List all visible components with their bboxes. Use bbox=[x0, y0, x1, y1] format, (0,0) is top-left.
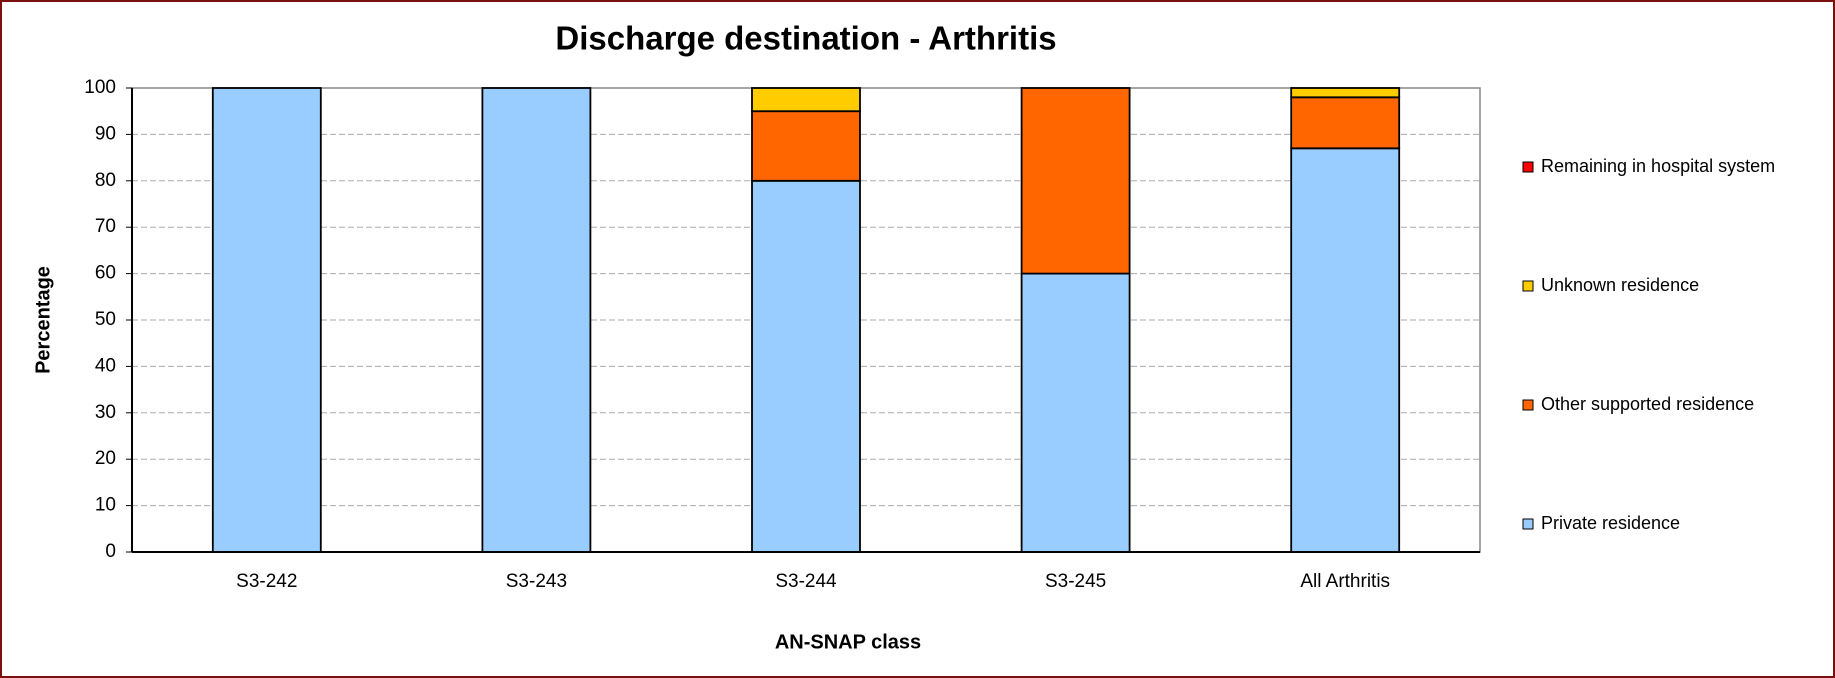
bar-segment bbox=[1020, 87, 1131, 275]
y-axis-title: Percentage bbox=[32, 266, 54, 374]
x-tick-label: S3-243 bbox=[506, 571, 567, 592]
chart-title: Discharge destination - Arthritis bbox=[555, 20, 1056, 57]
legend-label: Other supported residence bbox=[1541, 394, 1754, 414]
y-tick-label: 100 bbox=[84, 77, 116, 98]
y-tick-label: 0 bbox=[105, 541, 116, 562]
bar-segment bbox=[1290, 147, 1401, 553]
y-tick-label: 60 bbox=[95, 263, 116, 284]
x-axis-title: AN-SNAP class bbox=[775, 631, 921, 653]
legend-swatch bbox=[1522, 399, 1534, 411]
x-tick-label: S3-242 bbox=[236, 571, 297, 592]
bar-segment bbox=[1020, 272, 1131, 553]
y-tick-label: 90 bbox=[95, 123, 116, 144]
bar-segment bbox=[1290, 96, 1401, 150]
legend-swatch bbox=[1522, 518, 1534, 530]
bar-segment bbox=[481, 87, 592, 553]
y-tick-label: 10 bbox=[95, 495, 116, 516]
legend-swatch bbox=[1522, 280, 1534, 292]
y-tick-label: 40 bbox=[95, 355, 116, 376]
x-tick-label: S3-244 bbox=[775, 571, 837, 592]
bar-segment bbox=[751, 87, 861, 113]
x-tick-label: All Arthritis bbox=[1300, 571, 1390, 592]
y-tick-label: 70 bbox=[95, 216, 116, 237]
legend-label: Unknown residence bbox=[1541, 275, 1699, 295]
legend-label: Private residence bbox=[1541, 513, 1680, 533]
bar-segment bbox=[1290, 87, 1401, 99]
legend-swatch bbox=[1522, 161, 1534, 173]
legend-label: Remaining in hospital system bbox=[1541, 156, 1775, 176]
bar-segment bbox=[751, 110, 861, 182]
x-tick-label: S3-245 bbox=[1045, 571, 1106, 592]
bar-segment bbox=[751, 179, 861, 553]
y-tick-label: 20 bbox=[95, 448, 116, 469]
y-tick-label: 30 bbox=[95, 402, 116, 423]
y-tick-label: 80 bbox=[95, 170, 116, 191]
bar-segment bbox=[211, 87, 322, 553]
y-tick-label: 50 bbox=[95, 309, 116, 330]
